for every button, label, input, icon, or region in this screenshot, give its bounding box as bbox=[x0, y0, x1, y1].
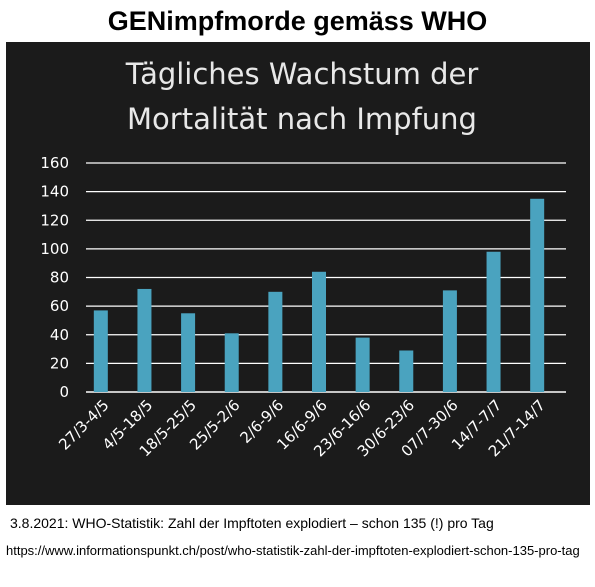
y-tick-label: 60 bbox=[50, 297, 69, 315]
y-tick-label: 0 bbox=[59, 383, 69, 401]
caption: 3.8.2021: WHO-Statistik: Zahl der Impfto… bbox=[10, 515, 494, 531]
y-tick-label: 120 bbox=[40, 211, 69, 229]
bar bbox=[530, 198, 545, 392]
y-tick-label: 140 bbox=[40, 183, 69, 201]
bar-chart: Tägliches Wachstum der Mortalität nach I… bbox=[40, 57, 566, 460]
bar bbox=[181, 313, 196, 392]
chart-panel: Tägliches Wachstum der Mortalität nach I… bbox=[6, 42, 590, 505]
bar bbox=[312, 271, 326, 392]
y-tick-label: 20 bbox=[50, 354, 69, 372]
bar bbox=[399, 350, 414, 392]
headline: GENimpfmorde gemäss WHO bbox=[107, 6, 488, 36]
chart-title-line-1: Tägliches Wachstum der bbox=[125, 57, 479, 91]
bar bbox=[486, 251, 501, 392]
y-tick-label: 160 bbox=[40, 154, 69, 172]
bar bbox=[93, 310, 108, 392]
bar bbox=[442, 290, 457, 392]
bar bbox=[268, 291, 283, 392]
y-tick-label: 100 bbox=[40, 240, 69, 258]
source-url: https://www.informationspunkt.ch/post/wh… bbox=[6, 543, 580, 558]
bar bbox=[137, 288, 152, 392]
y-tick-label: 80 bbox=[50, 269, 69, 287]
y-tick-label: 40 bbox=[50, 326, 69, 344]
chart-title-line-2: Mortalität nach Impfung bbox=[127, 102, 477, 136]
bar bbox=[355, 337, 370, 392]
bar bbox=[224, 333, 239, 392]
